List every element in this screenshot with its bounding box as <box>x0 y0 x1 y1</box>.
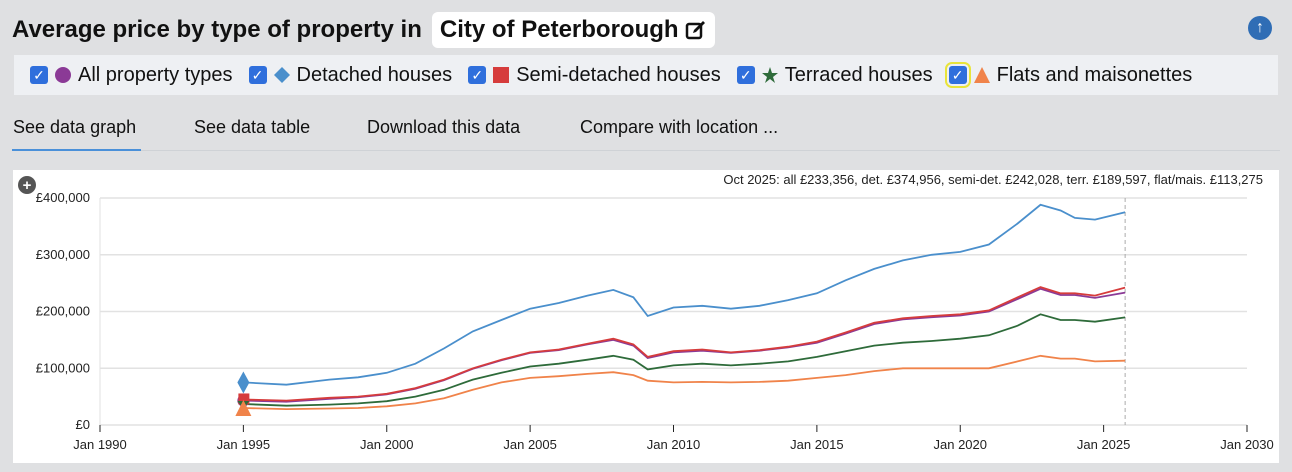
x-tick-label: Jan 2030 <box>1220 437 1274 452</box>
series-line-detached-houses <box>243 203 1126 386</box>
legend-label: Flats and maisonettes <box>996 63 1193 86</box>
pencil-square-icon[interactable] <box>685 19 707 41</box>
x-tick-label: Jan 2025 <box>1077 437 1131 452</box>
checkbox[interactable]: ✓ <box>736 66 755 84</box>
y-tick-label: £200,000 <box>36 304 90 319</box>
legend-label: Detached houses <box>296 63 453 86</box>
checkbox[interactable]: ✓ <box>248 66 267 84</box>
series-line-terraced-houses <box>243 313 1126 407</box>
circle-marker-icon <box>55 67 71 83</box>
y-tick-label: £0 <box>76 417 90 432</box>
triangle-marker-icon <box>973 67 990 83</box>
diamond-marker-icon <box>273 67 290 83</box>
active-tab-indicator <box>12 149 141 151</box>
title-text: Average price by type of property in <box>12 16 422 43</box>
checkbox[interactable]: ✓ <box>944 62 971 88</box>
x-tick-label: Jan 1990 <box>73 437 127 452</box>
tab-download[interactable]: Download this data <box>367 117 521 137</box>
legend-label: Terraced houses <box>784 63 933 86</box>
y-tick-label: £400,000 <box>36 190 90 205</box>
tab-compare[interactable]: Compare with location ... <box>580 117 779 137</box>
legend-item-all[interactable]: ✓ All property types <box>30 64 233 87</box>
zoom-in-icon[interactable] <box>18 176 36 194</box>
x-tick-label: Jan 2000 <box>360 437 414 452</box>
y-tick-label: £100,000 <box>36 360 90 375</box>
legend-item-semi[interactable]: ✓ Semi-detached houses <box>468 64 721 87</box>
tab-data-graph[interactable]: See data graph <box>13 117 137 137</box>
arrow-up-circle-icon[interactable]: ↑ <box>1248 16 1272 40</box>
y-tick-label: £300,000 <box>36 247 90 262</box>
divider <box>12 150 1280 151</box>
chart-container: + Oct 2025: all £233,356, det. £374,956,… <box>13 170 1279 463</box>
page-title: Average price by type of property in Cit… <box>12 12 715 48</box>
x-tick-label: Jan 1995 <box>217 437 271 452</box>
legend: ✓ All property types ✓ Detached houses ✓ Se… <box>14 55 1278 95</box>
tab-data-table[interactable]: See data table <box>194 117 311 137</box>
triangle-start-marker <box>235 399 252 416</box>
x-tick-label: Jan 2005 <box>503 437 557 452</box>
star-marker-icon <box>761 67 778 83</box>
legend-label: Semi-detached houses <box>516 63 721 86</box>
series-line-flats-and-maisonettes <box>243 354 1126 411</box>
tab-bar: See data graph See data table Download t… <box>0 112 1280 152</box>
line-chart: + Oct 2025: all £233,356, det. £374,956,… <box>18 172 1274 452</box>
square-start-marker <box>238 393 250 405</box>
x-tick-label: Jan 2010 <box>647 437 701 452</box>
checkbox[interactable]: ✓ <box>468 66 487 84</box>
x-tick-label: Jan 2020 <box>934 437 988 452</box>
hover-annotation: Oct 2025: all £233,356, det. £374,956, s… <box>723 172 1263 187</box>
square-marker-icon <box>493 67 510 83</box>
legend-label: All property types <box>78 63 233 86</box>
legend-item-flats[interactable]: ✓ Flats and maisonettes <box>944 62 1193 88</box>
checkbox[interactable]: ✓ <box>30 66 48 84</box>
location-selector[interactable]: City of Peterborough <box>431 12 715 48</box>
zoom-in-plus: + <box>23 177 32 194</box>
legend-item-terraced[interactable]: ✓ Terraced houses <box>736 63 933 87</box>
location-name: City of Peterborough <box>439 16 679 43</box>
legend-item-detached[interactable]: ✓ Detached houses <box>248 63 453 87</box>
diamond-start-marker <box>237 371 250 394</box>
series-line-all-property-types <box>243 287 1126 403</box>
x-tick-label: Jan 2015 <box>790 437 844 452</box>
series-line-semi-detached-houses <box>243 286 1126 402</box>
